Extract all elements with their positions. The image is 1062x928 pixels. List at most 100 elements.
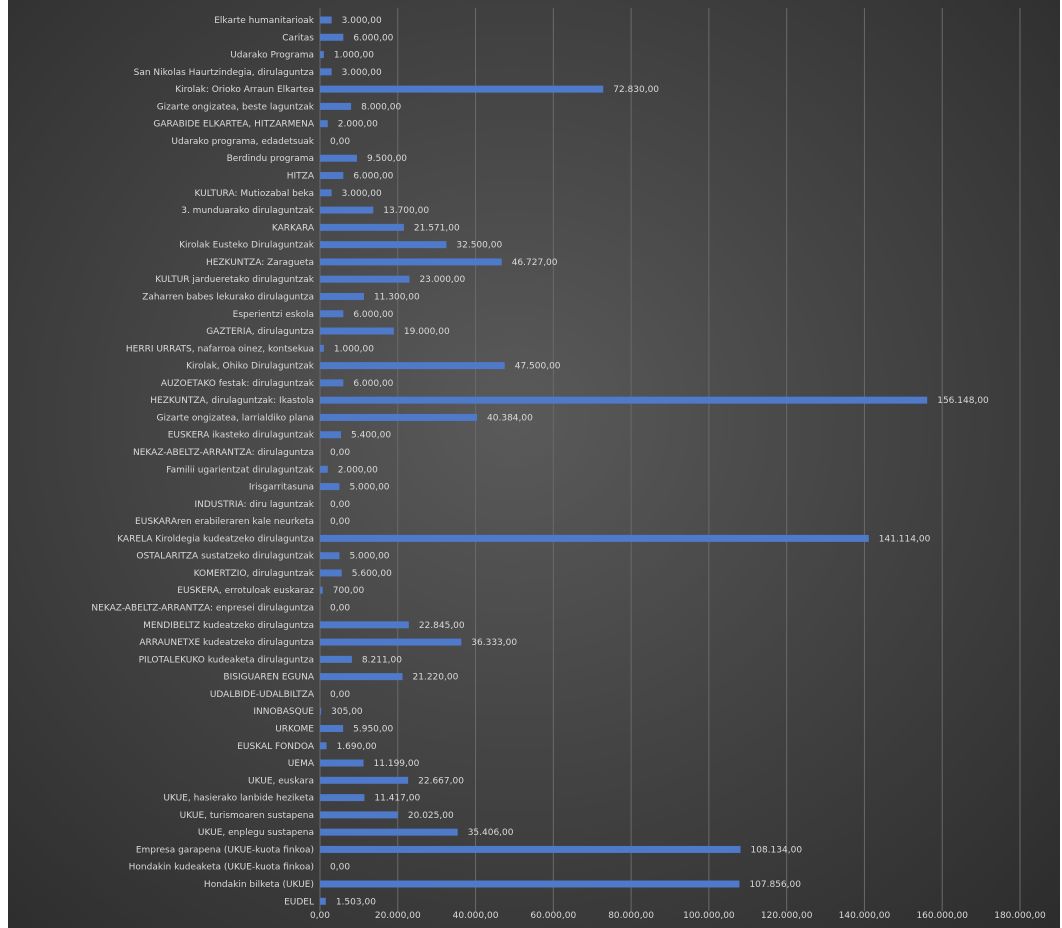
x-tick-label: 160.000,00: [916, 911, 968, 921]
bar: [320, 102, 352, 110]
data-label: 0,00: [330, 137, 350, 147]
x-tick-label: 0,00: [310, 911, 330, 921]
bar: [320, 362, 505, 370]
category-label: Zaharren babes lekurako dirulaguntza: [142, 292, 314, 302]
bar: [320, 742, 327, 750]
data-label: 2.000,00: [338, 465, 378, 475]
x-tick-label: 20.000,00: [375, 911, 421, 921]
data-label: 22.845,00: [419, 621, 465, 631]
bar: [320, 241, 447, 249]
data-label: 3.000,00: [342, 189, 382, 199]
data-label: 2.000,00: [338, 120, 378, 130]
bar: [320, 655, 352, 663]
category-label: Irisgarritasuna: [249, 483, 314, 493]
data-label: 11.199,00: [374, 759, 420, 769]
x-tick-label: 80.000,00: [608, 911, 654, 921]
bar: [320, 724, 344, 732]
bar: [320, 845, 741, 853]
data-label: 5.400,00: [351, 431, 391, 441]
bar: [320, 33, 344, 41]
category-label: EUSKERA, errotuloak euskaraz: [177, 586, 314, 596]
data-label: 156.148,00: [937, 396, 989, 406]
data-label: 19.000,00: [404, 327, 450, 337]
bar: [320, 465, 328, 473]
data-label: 1.690,00: [337, 742, 377, 752]
category-label: KARELA Kiroldegia kudeatzeko dirulaguntz…: [117, 534, 314, 544]
bar: [320, 51, 324, 59]
category-label: Gizarte ongizatea, beste laguntzak: [157, 102, 315, 112]
data-label: 107.856,00: [749, 880, 801, 890]
category-label: OSTALARITZA sustatzeko dirulaguntzak: [136, 552, 314, 562]
bar: [320, 413, 478, 421]
bar: [320, 223, 404, 231]
category-label: Familii ugarientzat dirulaguntzak: [166, 465, 315, 475]
data-label: 21.571,00: [414, 223, 460, 233]
data-label: 141.114,00: [879, 534, 931, 544]
category-label: EUSKAL FONDOA: [237, 742, 315, 752]
category-label: KARKARA: [272, 223, 315, 233]
category-label: GARABIDE ELKARTEA, HITZARMENA: [153, 120, 314, 130]
category-label: Udarako Programa: [230, 51, 314, 61]
data-label: 23.000,00: [419, 275, 465, 285]
value-labels: 3.000,00 6.000,00 1.000,00 3.000,00 72.830,0…: [330, 16, 989, 907]
category-label: MENDIBELTZ kudeatzeko dirulaguntza: [143, 621, 314, 631]
category-label: ARRAUNETXE kudeatzeko dirulaguntza: [139, 638, 314, 648]
bar: [320, 569, 342, 577]
bar-chart: Elkarte humanitarioak Caritas Udarako Prog…: [91, 8, 1046, 921]
category-label: Gizarte ongizatea, larrialdiko plana: [157, 413, 315, 423]
bar: [320, 621, 409, 629]
bar: [320, 794, 365, 802]
category-label: PILOTALEKUKO kudeaketa dirulaguntza: [139, 655, 314, 665]
category-label: KULTUR jardueretako dirulaguntzak: [155, 275, 315, 285]
category-label: Kirolak, Ohiko Dirulaguntzak: [186, 362, 315, 372]
category-label: INNOBASQUE: [253, 707, 314, 717]
data-label: 21.220,00: [413, 673, 459, 683]
category-label: HERRI URRATS, nafarroa oinez, kontsekua: [126, 344, 314, 354]
category-labels: Elkarte humanitarioak Caritas Udarako Prog…: [91, 16, 314, 907]
data-label: 5.600,00: [352, 569, 392, 579]
category-label: UKUE, hasierako lanbide heziketa: [163, 794, 314, 804]
data-label: 6.000,00: [353, 310, 393, 320]
data-label: 0,00: [330, 500, 350, 510]
category-label: EUSKERA ikasteko dirulaguntzak: [168, 431, 315, 441]
bar: [320, 638, 462, 646]
x-axis-tick-labels: 0,00 20.000,00 40.000,00 60.000,00 80.000,00…: [310, 911, 1046, 921]
bar: [320, 85, 604, 93]
chart-area: Elkarte humanitarioak Caritas Udarako Prog…: [8, 0, 1060, 928]
data-label: 700,00: [333, 586, 365, 596]
data-label: 3.000,00: [342, 68, 382, 78]
category-label: Caritas: [282, 33, 314, 43]
bar: [320, 897, 326, 905]
bar: [320, 258, 502, 266]
x-tick-label: 40.000,00: [453, 911, 499, 921]
category-label: NEKAZ-ABELTZ-ARRANTZA: enpresei dirulagu…: [91, 604, 314, 614]
bar: [320, 759, 364, 767]
category-label: 3. munduarako dirulaguntzak: [181, 206, 315, 216]
data-label: 0,00: [330, 863, 350, 873]
data-label: 8.000,00: [361, 102, 401, 112]
data-label: 72.830,00: [613, 85, 659, 95]
bar: [320, 68, 332, 76]
category-label: Hondakin kudeaketa (UKUE-kuota finkoa): [129, 863, 314, 873]
x-tick-label: 140.000,00: [839, 911, 891, 921]
category-label: Hondakin bilketa (UKUE): [204, 880, 314, 890]
bars: [320, 16, 928, 905]
data-label: 46.727,00: [512, 258, 558, 268]
category-label: Berdindu programa: [227, 154, 314, 164]
data-label: 6.000,00: [353, 379, 393, 389]
bar: [320, 431, 341, 439]
category-label: UKUE, turismoaren sustapena: [180, 811, 314, 821]
data-label: 1.000,00: [334, 344, 374, 354]
category-label: EUSKARAren erabileraren kale neurketa: [135, 517, 314, 527]
bar: [320, 880, 740, 888]
data-label: 35.406,00: [468, 828, 514, 838]
bar: [320, 344, 324, 352]
data-label: 13.700,00: [383, 206, 429, 216]
category-label: UKUE, euskara: [248, 776, 314, 786]
category-label: URKOME: [275, 724, 314, 734]
category-label: San Nikolas Haurtzindegia, dirulaguntza: [134, 68, 314, 78]
data-label: 0,00: [330, 517, 350, 527]
category-label: HITZA: [287, 172, 315, 182]
data-label: 5.000,00: [349, 552, 389, 562]
bar: [320, 379, 344, 387]
